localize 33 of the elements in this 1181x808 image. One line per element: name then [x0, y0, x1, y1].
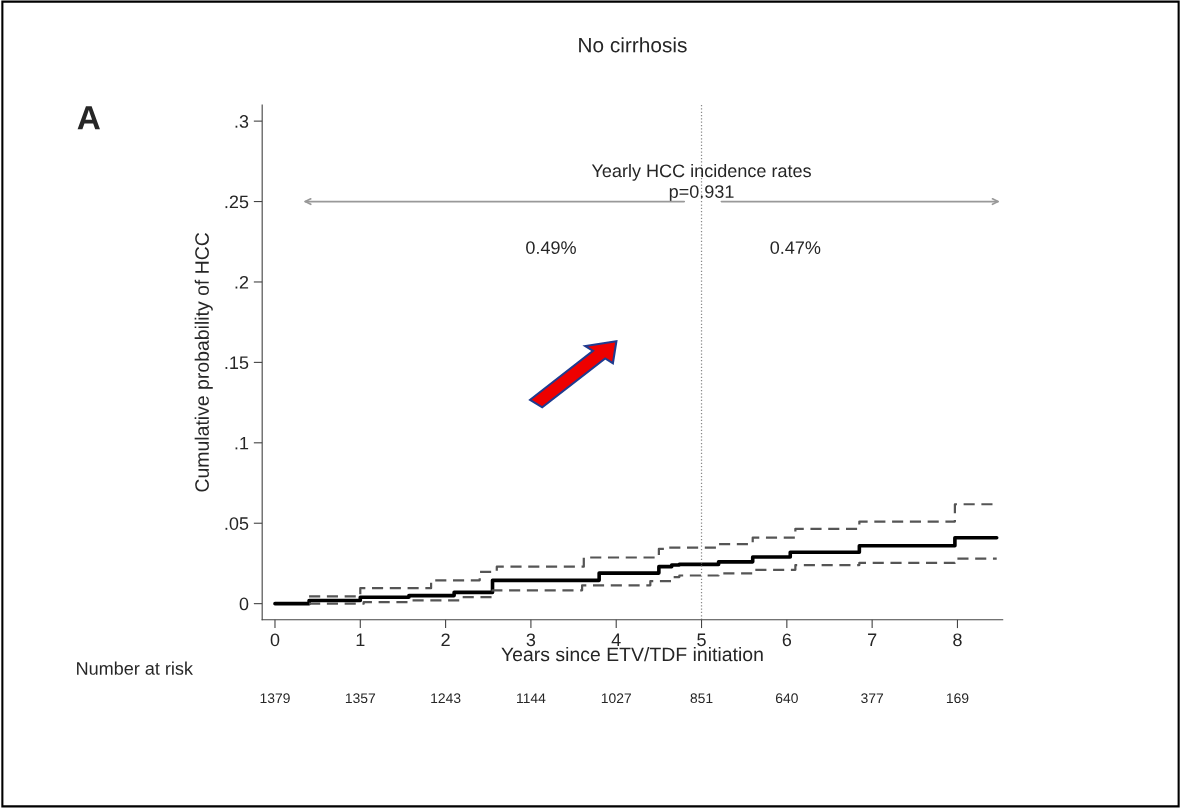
text: 377 [861, 693, 884, 704]
x-tick-label: 7 [868, 633, 877, 647]
y-tick-label: 0 [239, 597, 249, 611]
x-tick-label: 3 [526, 633, 536, 647]
annotation: 0.49% [526, 241, 576, 254]
y-tick-label: .1 [235, 436, 249, 450]
y-tick-label: .3 [235, 115, 249, 128]
y-axis-title: Cumulative probability of HCC [194, 232, 213, 492]
text: 1027 [601, 693, 631, 704]
x-tick-label: 0 [270, 633, 280, 647]
y-tick-label: .2 [235, 275, 249, 289]
text: 1379 [260, 693, 290, 704]
x-axis-title: Years since ETV/TDF initiation [501, 646, 763, 662]
text: 640 [775, 693, 798, 704]
annotation: Yearly HCC incidence rates p=0.931 [591, 163, 811, 202]
text: 1357 [345, 693, 376, 704]
x-tick-label: 5 [697, 633, 706, 647]
text: Number at risk [77, 661, 193, 675]
text: A [77, 106, 100, 130]
text: 169 [946, 693, 969, 704]
y-tick-label: .15 [225, 356, 249, 370]
y-tick-label: .05 [225, 517, 249, 530]
x-tick-label: 8 [953, 633, 962, 647]
x-tick-label: 2 [441, 633, 450, 647]
text: 851 [690, 693, 713, 704]
y-tick-label: .25 [225, 195, 249, 209]
text: 1243 [431, 693, 461, 704]
text: 1144 [517, 693, 546, 703]
x-tick-label: 4 [611, 633, 621, 647]
x-tick-label: 6 [782, 633, 792, 647]
annotation: 0.47% [770, 241, 821, 254]
chart-title: No cirrhosis [579, 37, 687, 53]
x-tick-label: 1 [356, 633, 365, 647]
